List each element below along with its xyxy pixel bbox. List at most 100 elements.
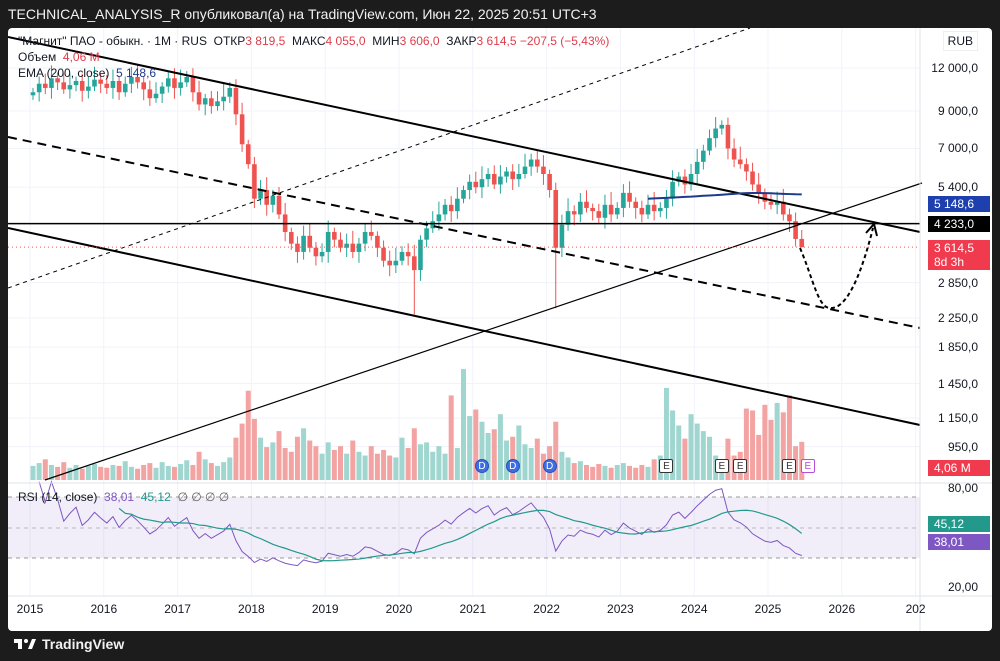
candle-body [338,239,343,248]
candle-body [313,247,319,257]
tradingview-logo[interactable]: TradingView [14,636,124,652]
candle-body [455,198,460,212]
currency-button[interactable]: RUB [942,31,978,51]
candle-body [252,164,257,199]
earnings-marker[interactable]: E [659,459,674,473]
candle-body [159,86,165,94]
volume-bar [264,447,270,480]
candle-body [799,238,805,248]
candle-body [713,128,718,139]
candle-body [67,85,73,90]
tradingview-logo-icon [14,639,36,649]
volume-bar [288,451,294,480]
volume-bar [411,428,417,480]
candle-body [639,207,645,215]
candle-body [375,235,380,248]
price-tick-label: 1 850,0 [937,340,978,355]
volume-label: Объем [18,50,57,64]
dividend-marker[interactable]: D [474,459,489,473]
ema-legend[interactable]: EMA (200, close) 5 148,6 [18,66,156,80]
volume-bar [467,416,473,480]
volume-bar [590,466,596,480]
trendline-rising [44,182,923,481]
candle-body [307,235,313,248]
price-tick-label: 5 400,0 [937,180,978,195]
publish-info: TECHNICAL_ANALYSIS_R опубликовал(а) на T… [8,6,597,22]
volume-bar [128,466,134,480]
price-tick-label: 2 850,0 [937,275,978,290]
trendline-middle-dashed [8,136,921,329]
rsi-legend[interactable]: RSI (14, close) 38,01 45,12 ∅ ∅ ∅ ∅ [18,490,229,504]
volume-bar [178,464,184,480]
volume-bar [670,410,676,480]
volume-bar [614,464,620,480]
candle-body [664,198,669,208]
candle-body [676,176,682,182]
volume-bar [338,446,343,480]
candle-body [602,204,608,218]
candle-body [356,243,362,252]
volume-bar [184,460,190,480]
candle-body [535,159,540,167]
year-label: 2025 [754,602,782,616]
earnings-marker[interactable]: E [782,459,797,473]
symbol-name[interactable]: "Магнит" ПАО - обыкн. · 1M · RUS [18,34,207,48]
volume-bar [762,404,768,480]
volume-bars [30,369,805,480]
candle-body [744,164,749,172]
chart-panel[interactable]: "Магнит" ПАО - обыкн. · 1M · RUS ОТКР3 8… [8,28,992,631]
volume-bar [85,465,91,480]
volume-bar [362,455,368,480]
candle-body [178,82,183,88]
candle-body [399,251,405,261]
volume-bar [122,461,128,480]
volume-bar [707,436,712,480]
volume-bar [497,414,503,480]
dividend-marker[interactable]: D [542,459,557,473]
volume-bar [510,436,516,480]
candle-body [584,201,589,208]
volume-bar [208,463,214,480]
volume-bar [190,464,196,480]
low-label: МИН [372,34,400,48]
last-price: 3 614,5 [934,241,975,256]
year-label: 2016 [90,602,118,616]
candle-body [368,232,374,236]
volume-bar [516,425,522,480]
trendline-rising-dotted [8,28,751,289]
candle-body [485,173,491,180]
volume-bar [743,408,749,480]
volume-bar [442,453,448,480]
volume-legend[interactable]: Объем 4,06 M [18,50,100,64]
volume-bar [270,442,276,480]
candle-body [295,243,300,252]
volume-bar [221,462,227,480]
volume-bar [473,409,479,480]
earnings-marker[interactable]: E [733,459,748,473]
candle-body [528,159,534,167]
chart-canvas[interactable] [8,28,992,631]
volume-bar [61,462,67,480]
rsi-pane [8,480,920,567]
rsi-ma-value: 45,12 [140,490,171,504]
price-tick-label: 12 000,0 [931,61,978,75]
volume-bar [282,448,288,480]
earnings-marker[interactable]: E [714,459,729,473]
candle-body [479,179,485,188]
last-price-tag: 3 614,5 8d 3h [928,240,990,271]
change-value: −207,5 (−5,43%) [519,34,610,48]
volume-bar [485,433,491,480]
volume-bar [774,402,780,480]
candle-body [504,171,509,177]
volume-bar [676,425,682,480]
earnings-marker[interactable]: E [800,459,815,473]
rsi-axis-20: 20,00 [947,580,978,594]
candle-body [362,232,368,244]
volume-bar [454,448,460,480]
candle-body [184,76,190,83]
volume-bar [239,423,245,480]
dividend-marker[interactable]: D [505,459,520,473]
candle-body [559,224,565,248]
candle-body [227,87,233,97]
candle-body [694,161,700,174]
